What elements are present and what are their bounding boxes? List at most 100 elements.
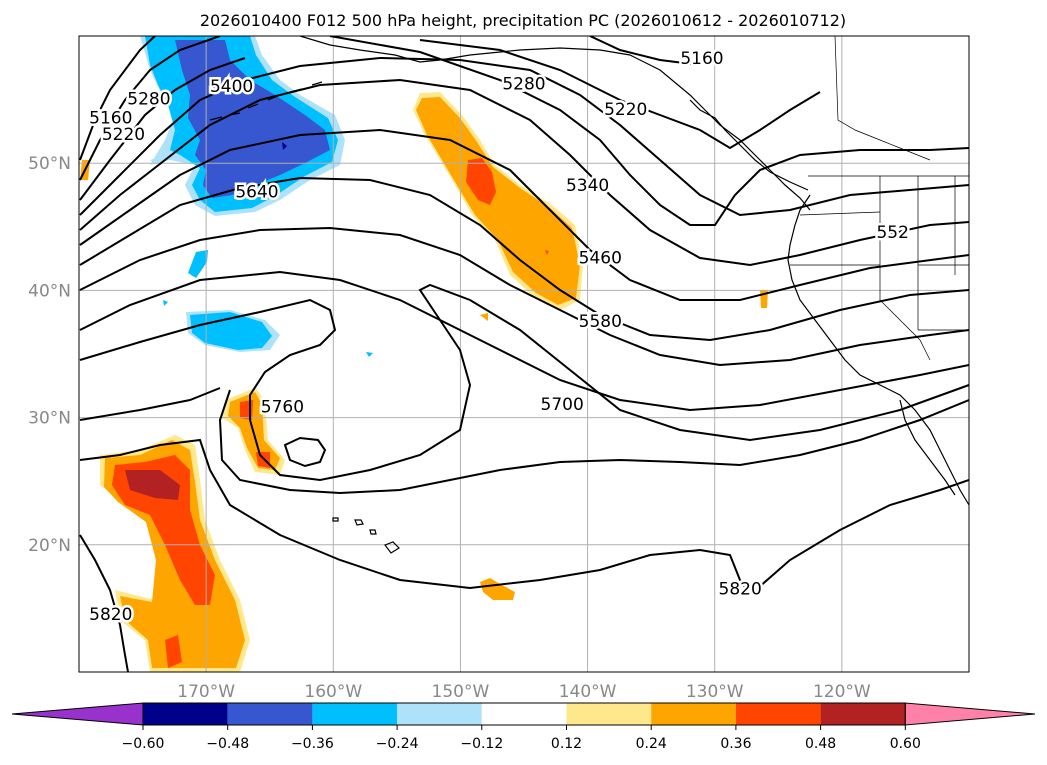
- precip-orange-dot-1: [480, 313, 488, 321]
- colorbar-bin: [651, 703, 736, 725]
- hawaii-island-2: [354, 519, 364, 526]
- colorbar-bin: [566, 703, 652, 725]
- contour-5760-closed: [283, 436, 327, 468]
- contour-label: 5280: [502, 74, 545, 94]
- contour-west-5460: [79, 128, 969, 301]
- coastline-bc: [689, 99, 809, 191]
- border-id: [879, 176, 919, 330]
- colorbar-bin: [397, 703, 482, 725]
- precip-red-band: [466, 158, 496, 205]
- colorbar-bin: [143, 703, 228, 725]
- precip-darkred-patch-2: [125, 470, 180, 500]
- contour-west-5520: [79, 176, 969, 342]
- precip-red-dot: [545, 250, 549, 255]
- contour-label: 5220: [604, 100, 647, 120]
- lat-tick-label: 20°N: [28, 536, 71, 556]
- hawaii-island-3: [369, 529, 377, 535]
- coastline-alaska: [299, 36, 811, 211]
- map-title: 2026010400 F012 500 hPa height, precipit…: [200, 11, 846, 30]
- hawaii-island-4: [332, 517, 339, 522]
- contour-label: 5820: [89, 605, 132, 625]
- contour-5220-north: [419, 39, 821, 150]
- contour-label: 552: [876, 223, 908, 243]
- precip-cyan-dot-2: [366, 352, 373, 357]
- coastlines: [209, 36, 969, 554]
- colorbar-bin: [820, 703, 906, 725]
- colorbar: −0.60 −0.48 −0.36 −0.24 −0.12 0.12 0.24 0.36 0.4…: [11, 702, 1036, 752]
- lon-tick-label: 120°W: [813, 682, 871, 702]
- precip-cyan-small-3: [190, 312, 272, 350]
- contour-west-5220: [79, 36, 221, 181]
- aleutian-islands: [209, 81, 323, 121]
- longitude-labels: 170°W 160°W 150°W 140°W 130°W 120°W: [177, 682, 871, 702]
- colorbar-tick-label: −0.12: [460, 736, 503, 752]
- height-contours: [79, 36, 969, 672]
- contour-west-5340: [79, 56, 969, 217]
- contour-5760: [218, 389, 969, 495]
- colorbar-tick-label: −0.24: [376, 736, 419, 752]
- lat-tick-label: 30°N: [28, 409, 71, 429]
- border-nv-ut: [918, 264, 969, 331]
- lon-tick-label: 140°W: [559, 682, 617, 702]
- precip-red-patch-2: [112, 455, 215, 605]
- colorbar-bin: [312, 703, 398, 725]
- contour-5700: [249, 283, 969, 482]
- contour-low-inner: [79, 298, 337, 420]
- precip-darkblue-spot: [282, 142, 287, 150]
- contour-west-5280: [79, 57, 246, 201]
- precip-red-patch-3: [165, 635, 182, 668]
- colorbar-bin: [481, 703, 567, 725]
- lon-tick-label: 170°W: [177, 682, 235, 702]
- political-borders: [790, 36, 969, 361]
- hawaii-island-1: [384, 541, 400, 554]
- precip-cyan-dot-1: [163, 300, 168, 306]
- precip-ltblue-dot-3: [150, 158, 156, 164]
- colorbar-tick-label: 0.60: [890, 736, 921, 752]
- colorbar-tick-label: 0.36: [720, 736, 751, 752]
- lat-tick-label: 50°N: [28, 154, 71, 174]
- contour-label: 5220: [102, 125, 145, 145]
- contour-label: 5700: [541, 395, 584, 415]
- contour-5280-north: [329, 36, 969, 226]
- border-alaska-canada: [834, 36, 931, 161]
- colorbar-tick-label: −0.36: [291, 736, 334, 752]
- colorbar-bin: [227, 703, 313, 725]
- contour-label: 5160: [680, 49, 723, 69]
- contour-label: 5280: [127, 90, 170, 110]
- lat-tick-label: 40°N: [28, 281, 71, 301]
- contour-label: 5400: [210, 77, 253, 97]
- contour-west-5160: [79, 36, 156, 161]
- coastline-baja: [899, 399, 956, 496]
- contour-label: 5760: [261, 397, 304, 417]
- coastline-west-us: [787, 194, 969, 506]
- colorbar-bin: [735, 703, 821, 725]
- contour-west-5400: [79, 78, 969, 267]
- border-wa-or: [799, 211, 881, 216]
- colorbar-extend-high: [904, 702, 1036, 726]
- contour-labels: 5160522052805400564052805220516053405460…: [87, 46, 912, 627]
- contour-5820-sw: [79, 534, 129, 672]
- precip-orange-band: [416, 97, 580, 305]
- precip-cyan-small-1: [188, 250, 208, 278]
- contour-label: 5580: [579, 312, 622, 332]
- colorbar-tick-label: 0.24: [636, 736, 667, 752]
- colorbar-frame: [142, 702, 906, 726]
- colorbar-tick-label: −0.60: [122, 736, 165, 752]
- map-area: 5160522052805400564052805220516053405460…: [79, 36, 969, 672]
- contour-west-5640: [79, 270, 969, 412]
- colorbar-extend-low: [11, 702, 144, 726]
- lon-tick-label: 150°W: [432, 682, 490, 702]
- lon-tick-label: 160°W: [304, 682, 362, 702]
- precip-red-patch-1: [240, 400, 270, 468]
- contour-label: 5160: [89, 109, 132, 129]
- colorbar-tick-label: 0.48: [805, 736, 836, 752]
- contour-label: 5820: [719, 579, 762, 599]
- contour-label: 5640: [235, 182, 278, 202]
- precip-orange-dot-3: [480, 578, 515, 600]
- map-frame: [78, 35, 970, 673]
- lon-tick-label: 130°W: [686, 682, 744, 702]
- colorbar-tick-label: 0.12: [551, 736, 582, 752]
- border-ca-nv: [879, 265, 931, 361]
- colorbar-tick-label: −0.48: [206, 736, 249, 752]
